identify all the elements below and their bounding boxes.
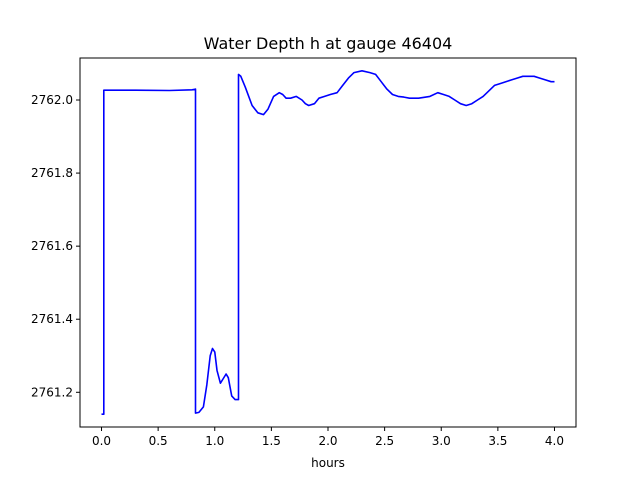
y-tick-label: 2761.2 (31, 385, 73, 399)
series-layer (101, 70, 555, 416)
x-axis: 0.0 0.5 1.0 1.5 2.0 2.5 3.0 3.5 4.0 (92, 427, 564, 448)
x-tick-label: 0.5 (149, 434, 168, 448)
y-tick-label: 2761.8 (31, 166, 73, 180)
y-tick-label: 2762.0 (31, 93, 73, 107)
y-axis: 2761.2 2761.4 2761.6 2761.8 2762.0 (31, 93, 80, 399)
y-tick-label: 2761.4 (31, 312, 73, 326)
x-tick-label: 4.0 (545, 434, 564, 448)
x-tick-label: 3.0 (432, 434, 451, 448)
y-tick-label: 2761.6 (31, 239, 73, 253)
x-axis-label: hours (311, 456, 345, 470)
x-tick-label: 0.0 (92, 434, 111, 448)
x-tick-label: 2.5 (375, 434, 394, 448)
series-line-water-depth (101, 70, 555, 416)
x-tick-label: 1.5 (262, 434, 281, 448)
chart-title: Water Depth h at gauge 46404 (204, 34, 453, 53)
plot-frame (79, 57, 577, 428)
x-tick-label: 2.0 (318, 434, 337, 448)
x-tick-label: 3.5 (488, 434, 507, 448)
x-tick-label: 1.0 (205, 434, 224, 448)
